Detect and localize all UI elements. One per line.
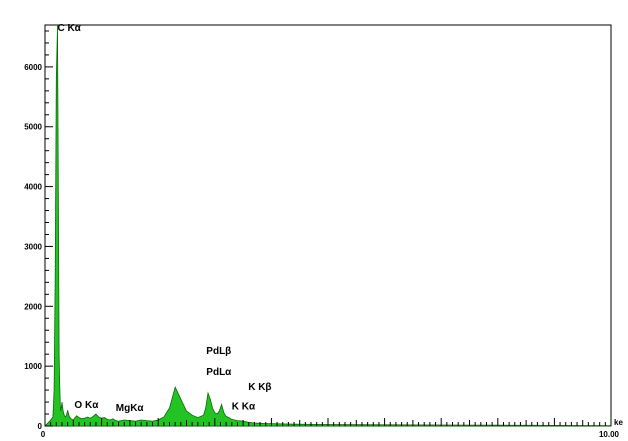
peak-label: PdLα [206,367,232,378]
peak-label: PdLβ [206,346,231,357]
x-unit-label: ke [614,418,623,427]
y-tick-label: 5000 [24,123,42,132]
y-tick-label: 4000 [24,183,42,192]
y-tick-label: 0 [38,422,43,431]
spectrum-area [44,24,612,427]
peak-label: C Kα [57,23,81,34]
y-tick-label: 1000 [24,362,42,371]
y-tick-label: 2000 [24,302,42,311]
peak-label: K Kα [232,401,256,412]
peak-label: O Kα [74,400,99,411]
peak-label: MgKα [116,403,145,414]
x-tick-label: 10.00 [599,430,620,439]
y-tick-label: 3000 [24,242,42,251]
plot-frame [44,24,612,427]
peak-label: K Kβ [248,382,271,393]
x-tick-label: 0 [41,430,46,439]
y-tick-label: 6000 [24,63,42,72]
